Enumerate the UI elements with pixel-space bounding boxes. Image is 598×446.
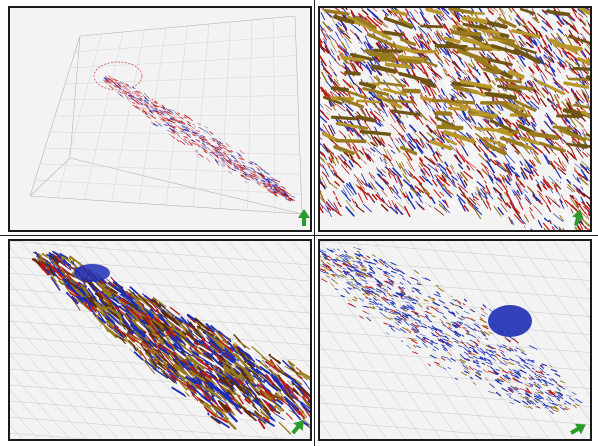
panel-overview	[8, 6, 312, 232]
overview-render	[10, 8, 310, 230]
axis-orientation-icon	[572, 209, 584, 227]
fibre-tracks	[31, 250, 310, 435]
head-outline	[93, 61, 143, 91]
divider-horizontal	[0, 235, 598, 236]
dense-blob	[488, 305, 532, 337]
divider-vertical	[314, 0, 315, 446]
posterior-render	[10, 241, 310, 439]
panel-sparse	[318, 239, 592, 441]
closeup-render	[320, 8, 590, 230]
axis-orientation-icon	[291, 420, 304, 435]
axis-orientation-icon	[298, 209, 310, 226]
axis-orientation-icon	[570, 423, 586, 435]
dense-head	[74, 264, 110, 282]
fibre-tracks	[102, 75, 297, 203]
panel-posterior	[8, 239, 312, 441]
grid-lines	[320, 241, 590, 439]
fibre-tracks	[320, 246, 583, 415]
sparse-render	[320, 241, 590, 439]
fibre-bundles	[321, 8, 590, 156]
panel-closeup	[318, 6, 592, 232]
